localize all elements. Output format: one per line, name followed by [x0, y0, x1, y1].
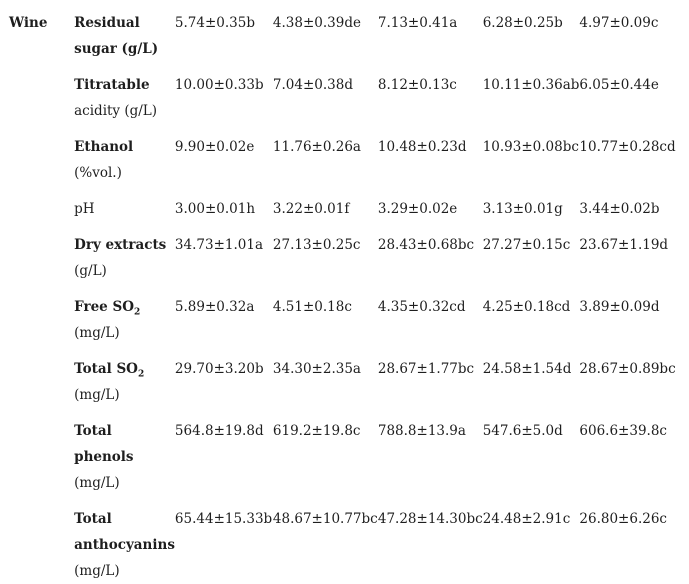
value-cell: 4.51±0.18c [272, 299, 352, 315]
value-cell: 9.90±0.02e [174, 139, 255, 155]
value-cell: 3.13±0.01g [482, 201, 563, 217]
parameter-name: Dry extracts (g/L) [74, 222, 175, 284]
parameter-name-line: (%vol.) [74, 165, 122, 181]
parameter-name-line: Ethanol [74, 139, 134, 155]
value-cell: 7.04±0.38d [272, 77, 353, 93]
value-cell: 47.28±14.30bc [377, 511, 483, 527]
value-cell: 34.30±2.35a [272, 361, 361, 377]
parameter-name-line: Total SO2 [74, 356, 175, 382]
value-cell: 3.89±0.09d [579, 299, 660, 315]
parameter-name-line: anthocyanins [74, 537, 175, 553]
parameter-name-text: Total SO [74, 361, 138, 377]
parameter-name-line: Total [74, 511, 112, 527]
table-row: Total anthocyanins (mg/L) 65.44±15.33b 4… [0, 496, 689, 584]
value-cell: 29.70±3.20b [174, 361, 264, 377]
value-cell: 24.48±2.91c [482, 511, 571, 527]
parameter-name-line: Free SO2 [74, 294, 175, 320]
parameter-name-line: Residual [74, 15, 140, 31]
table-row: pH 3.00±0.01h 3.22±0.01f 3.29±0.02e 3.13… [0, 186, 689, 222]
subscript-text: 2 [133, 307, 141, 318]
value-cell: 28.43±0.68bc [377, 237, 475, 253]
subscript-text: 2 [137, 369, 145, 380]
value-cell: 5.89±0.32a [174, 299, 255, 315]
value-cell: 24.58±1.54d [482, 361, 572, 377]
parameter-name: pH [74, 186, 175, 222]
value-cell: 28.67±0.89bc [579, 361, 676, 377]
value-cell: 48.67±10.77bc [272, 511, 378, 527]
parameter-name: Total phenols (mg/L) [74, 408, 175, 496]
table-row: Wine Residual sugar (g/L) 5.74±0.35b 4.3… [0, 0, 689, 62]
value-cell: 3.29±0.02e [377, 201, 458, 217]
parameter-name-line: acidity (g/L) [74, 103, 158, 119]
value-cell: 26.80±6.26c [579, 511, 667, 527]
value-cell: 3.22±0.01f [272, 201, 350, 217]
table-row: Total phenols (mg/L) 564.8±19.8d 619.2±1… [0, 408, 689, 496]
value-cell: 4.35±0.32cd [377, 299, 466, 315]
value-cell: 547.6±5.0d [482, 423, 563, 439]
value-cell: 10.93±0.08bc [482, 139, 579, 155]
parameter-unit: (mg/L) [74, 325, 120, 341]
value-cell: 11.76±0.26a [272, 139, 361, 155]
value-cell: 10.77±0.28cd [579, 139, 676, 155]
parameter-name: Free SO2 (mg/L) [74, 284, 175, 346]
parameter-name-line: sugar (g/L) [74, 41, 159, 57]
value-cell: 65.44±15.33b [174, 511, 273, 527]
parameter-name-line: (mg/L) [74, 563, 120, 579]
parameter-name-line: Titratable [74, 77, 150, 93]
parameter-name-line: Total phenols [74, 423, 134, 465]
value-cell: 27.27±0.15c [482, 237, 571, 253]
parameter-name-text: Free SO [74, 299, 134, 315]
table-row: Titratable acidity (g/L) 10.00±0.33b 7.0… [0, 62, 689, 124]
group-label-wine: Wine [9, 15, 48, 31]
value-cell: 606.6±39.8c [579, 423, 667, 439]
value-cell: 27.13±0.25c [272, 237, 361, 253]
value-cell: 34.73±1.01a [174, 237, 263, 253]
wine-parameters-table-page: Wine Residual sugar (g/L) 5.74±0.35b 4.3… [9, 15, 676, 579]
value-cell: 4.97±0.09c [579, 15, 659, 31]
table-row: Total SO2 (mg/L) 29.70±3.20b 34.30±2.35a… [0, 346, 689, 408]
value-cell: 10.48±0.23d [377, 139, 467, 155]
value-cell: 10.11±0.36ab [482, 77, 580, 93]
parameter-name: Total SO2 (mg/L) [74, 346, 175, 408]
table-row: Ethanol (%vol.) 9.90±0.02e 11.76±0.26a 1… [0, 124, 689, 186]
value-cell: 8.12±0.13c [377, 77, 457, 93]
value-cell: 6.05±0.44e [579, 77, 659, 93]
value-cell: 4.38±0.39de [272, 15, 361, 31]
value-cell: 10.00±0.33b [174, 77, 264, 93]
parameter-name: Titratable acidity (g/L) [74, 62, 175, 124]
value-cell: 23.67±1.19d [579, 237, 669, 253]
value-cell: 788.8±13.9a [377, 423, 466, 439]
parameter-name: Residual sugar (g/L) [74, 0, 175, 62]
parameter-name: Ethanol (%vol.) [74, 124, 175, 186]
value-cell: 3.44±0.02b [579, 201, 660, 217]
value-cell: 3.00±0.01h [174, 201, 256, 217]
value-cell: 28.67±1.77bc [377, 361, 475, 377]
table-row: Dry extracts (g/L) 34.73±1.01a 27.13±0.2… [0, 222, 689, 284]
parameter-name-line: (mg/L) [74, 475, 120, 491]
value-cell: 619.2±19.8c [272, 423, 361, 439]
parameter-name-line: pH [74, 201, 95, 217]
value-cell: 5.74±0.35b [174, 15, 255, 31]
parameter-name: Total anthocyanins (mg/L) [74, 496, 175, 584]
table-row: Free SO2 (mg/L) 5.89±0.32a 4.51±0.18c 4.… [0, 284, 689, 346]
value-cell: 7.13±0.41a [377, 15, 458, 31]
parameter-name-line: Dry extracts [74, 237, 167, 253]
value-cell: 6.28±0.25b [482, 15, 563, 31]
parameter-unit: (mg/L) [74, 387, 120, 403]
value-cell: 564.8±19.8d [174, 423, 264, 439]
value-cell: 4.25±0.18cd [482, 299, 571, 315]
parameter-name-line: (g/L) [74, 263, 107, 279]
